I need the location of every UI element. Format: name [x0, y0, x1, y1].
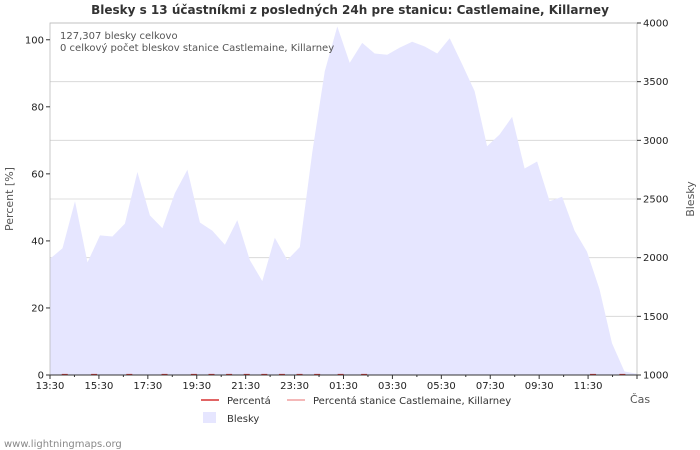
y-left-tick-label-2: 40 — [31, 236, 44, 247]
blesky-area — [50, 26, 637, 375]
x-tick-label-0: 13:30 — [36, 381, 65, 392]
x-tick-label-5: 23:30 — [280, 381, 309, 392]
legend-label-blesky: Blesky — [227, 414, 259, 425]
y-right-tick-label-1: 1500 — [643, 312, 668, 323]
x-ticks: 13:30 15:30 17:30 19:30 21:30 23:30 01:30 03:30… — [36, 375, 638, 392]
y-right-tick-label-3: 2500 — [643, 195, 668, 206]
y-left-tick-label-0: 0 — [38, 371, 44, 382]
x-tick-label-9: 07:30 — [476, 381, 505, 392]
x-tick-label-11: 11:30 — [574, 381, 603, 392]
y-right-tick-label-2: 2000 — [643, 253, 668, 264]
x-tick-label-2: 17:30 — [133, 381, 162, 392]
legend-label-station: Percentá stanice Castlemaine, Killarney — [313, 395, 511, 407]
site-credit: www.lightningmaps.org — [4, 439, 122, 450]
x-tick-label-7: 03:30 — [378, 381, 407, 392]
x-axis-label: Čas — [630, 393, 650, 406]
y-right-tick-label-5: 3500 — [643, 77, 668, 88]
legend: Percentá Percentá stanice Castlemaine, K… — [201, 395, 511, 425]
x-tick-label-6: 01:30 — [329, 381, 358, 392]
y-right-tick-label-6: 4000 — [643, 19, 668, 30]
y-right-label: Blesky — [684, 181, 697, 217]
legend-swatch-blesky — [203, 412, 216, 423]
x-tick-label-10: 09:30 — [525, 381, 554, 392]
chart-title: Blesky s 13 účastníkmi z posledných 24h … — [91, 3, 609, 17]
legend-label-percenta: Percentá — [227, 395, 271, 407]
y-right-tick-label-4: 3000 — [643, 136, 668, 147]
total-strikes-note: 127,307 blesky celkovo — [60, 31, 178, 42]
x-tick-label-4: 21:30 — [231, 381, 260, 392]
y-left-label: Percent [%] — [3, 167, 16, 231]
y-right-ticks: 1000 1500 2000 2500 3000 3500 4000 — [637, 19, 668, 382]
y-left-tick-label-3: 60 — [31, 169, 44, 180]
y-left-tick-label-5: 100 — [25, 35, 44, 46]
y-left-ticks: 0 20 40 60 80 100 — [25, 35, 50, 382]
y-right-tick-label-0: 1000 — [643, 371, 668, 382]
x-tick-label-3: 19:30 — [182, 381, 211, 392]
y-left-tick-label-4: 80 — [31, 102, 44, 113]
station-strikes-note: 0 celkový počet bleskov stanice Castlema… — [60, 42, 334, 54]
y-left-tick-label-1: 20 — [31, 303, 44, 314]
x-tick-label-1: 15:30 — [85, 381, 114, 392]
x-tick-label-8: 05:30 — [427, 381, 456, 392]
